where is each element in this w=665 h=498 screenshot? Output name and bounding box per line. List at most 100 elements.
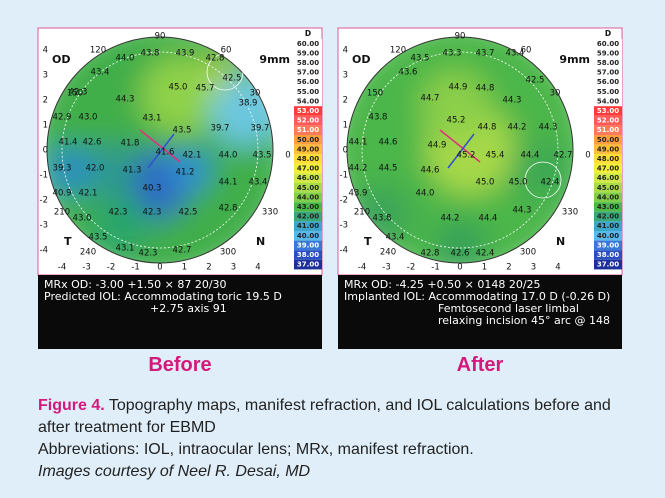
x-axis-label: -1 <box>131 263 139 273</box>
scale-label: 60.00 <box>297 40 319 48</box>
x-axis-label: -3 <box>382 263 390 273</box>
degree-label: 120 <box>390 46 406 56</box>
degree-label: 0 <box>585 151 590 161</box>
reading: 42.7 <box>173 246 192 256</box>
reading: 42.1 <box>79 189 98 199</box>
scale-label: 47.00 <box>297 165 319 173</box>
reading: 42.6 <box>451 249 470 259</box>
reading: 44.6 <box>421 166 440 176</box>
reading: 42.4 <box>541 178 560 188</box>
scale-label: 56.00 <box>297 78 319 86</box>
x-axis-label: 0 <box>457 263 462 273</box>
x-axis-label: -4 <box>58 263 66 273</box>
reading: 44.0 <box>416 189 435 199</box>
reading: 42.5 <box>526 76 545 86</box>
y-axis-label: -4 <box>340 246 348 256</box>
reading: 43.4 <box>386 233 405 243</box>
reading: 42.5 <box>179 208 198 218</box>
caption-line: relaxing incision 45° arc @ 148 <box>438 314 610 327</box>
degree-label: 30 <box>250 89 261 99</box>
reading: 45.4 <box>486 151 505 161</box>
reading: 43.9 <box>349 189 368 199</box>
scale-label: 49.00 <box>297 145 319 153</box>
x-axis-label: 4 <box>255 263 260 273</box>
scale-label: 37.00 <box>297 261 319 269</box>
credit: Images courtesy of Neel R. Desai, MD <box>38 461 638 483</box>
reading: 43.4 <box>91 68 110 78</box>
y-axis-label: 1 <box>343 121 348 131</box>
reading: 43.1 <box>143 114 162 124</box>
scale-label: 44.00 <box>597 193 619 201</box>
reading: 44.3 <box>503 96 522 106</box>
reading: 45.0 <box>476 178 495 188</box>
reading: 44.8 <box>476 84 495 94</box>
scale-label: 48.00 <box>597 155 619 163</box>
reading: 44.1 <box>219 178 238 188</box>
scale-label: 38.00 <box>297 251 319 259</box>
topography-panel: 43.843.944.042.843.445.045.742.542.344.3… <box>30 20 322 349</box>
color-zone <box>510 140 570 200</box>
scale-label: 54.00 <box>597 97 619 105</box>
degree-label: 0 <box>285 151 290 161</box>
reading: 43.5 <box>173 126 192 136</box>
scale-label: 45.00 <box>597 184 619 192</box>
caption-line: +2.75 axis 91 <box>150 302 227 315</box>
y-axis-label: -1 <box>340 171 348 181</box>
reading: 42.3 <box>109 208 128 218</box>
temporal-label: T <box>364 235 372 248</box>
reading: 45.0 <box>169 83 188 93</box>
reading: 41.8 <box>121 139 140 149</box>
degree-label: 300 <box>220 248 236 258</box>
scale-unit: D <box>305 29 311 38</box>
reading: 41.3 <box>123 166 142 176</box>
reading: 43.5 <box>253 151 272 161</box>
reading: 43.5 <box>89 233 108 243</box>
scale-label: 59.00 <box>597 49 619 57</box>
degree-label: 60 <box>521 46 532 56</box>
y-axis-label: -2 <box>340 196 348 206</box>
scale-label: 51.00 <box>297 126 319 134</box>
reading: 42.9 <box>53 113 72 123</box>
y-axis-label: -2 <box>40 196 48 206</box>
scale-label: 43.00 <box>297 203 319 211</box>
reading: 43.7 <box>476 49 495 59</box>
reading: 44.4 <box>479 214 498 224</box>
nasal-label: N <box>556 235 565 248</box>
y-axis-label: 0 <box>43 146 48 156</box>
reading: 40.3 <box>143 184 162 194</box>
reading: 40.9 <box>53 189 72 199</box>
reading: 45.0 <box>509 178 528 188</box>
reading: 44.3 <box>513 206 532 216</box>
degree-label: 330 <box>562 208 578 218</box>
reading: 41.4 <box>59 138 78 148</box>
reading: 44.0 <box>116 54 135 64</box>
temporal-label: T <box>64 235 72 248</box>
reading: 42.8 <box>219 204 238 214</box>
zone-label: 9mm <box>259 53 290 66</box>
scale-label: 40.00 <box>597 232 619 240</box>
scale-label: 55.00 <box>597 88 619 96</box>
scale-label: 59.00 <box>297 49 319 57</box>
reading: 44.4 <box>521 151 540 161</box>
reading: 44.6 <box>379 138 398 148</box>
reading: 44.9 <box>428 141 447 151</box>
scale-label: 39.00 <box>597 241 619 249</box>
scale-unit: D <box>605 29 611 38</box>
reading: 42.0 <box>86 164 105 174</box>
scale-label: 57.00 <box>297 69 319 77</box>
reading: 44.2 <box>508 123 527 133</box>
scale-label: 55.00 <box>297 88 319 96</box>
degree-label: 120 <box>90 46 106 56</box>
scale-label: 40.00 <box>297 232 319 240</box>
x-axis-label: 2 <box>506 263 511 273</box>
y-axis-label: 2 <box>343 96 348 106</box>
y-axis-label: -4 <box>40 246 48 256</box>
scale-label: 38.00 <box>597 251 619 259</box>
reading: 44.9 <box>449 83 468 93</box>
scale-label: 52.00 <box>597 117 619 125</box>
reading: 44.3 <box>116 95 135 105</box>
y-axis-label: -3 <box>340 221 348 231</box>
reading: 44.0 <box>219 151 238 161</box>
degree-label: 330 <box>262 208 278 218</box>
